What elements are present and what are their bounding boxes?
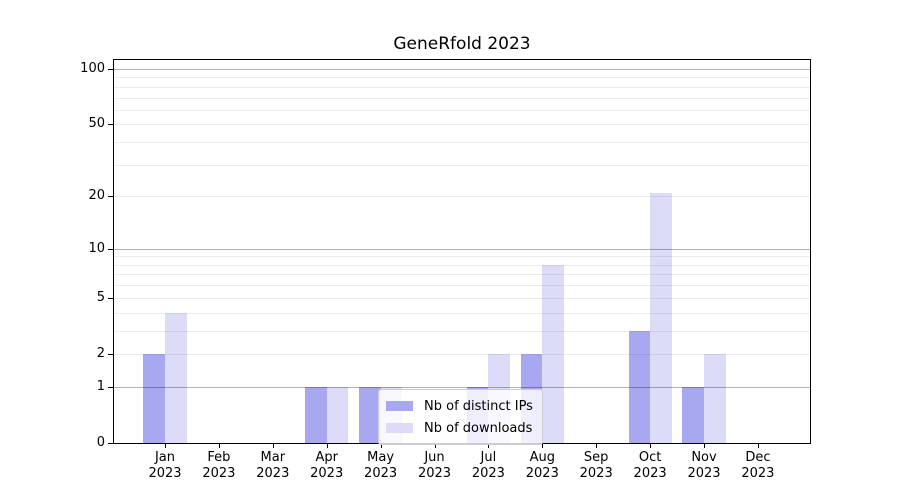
- legend-item-distinct-ips: Nb of distinct IPs: [386, 395, 533, 417]
- legend-label-downloads: Nb of downloads: [424, 420, 533, 436]
- legend-item-downloads: Nb of downloads: [386, 417, 533, 439]
- y-tick-0: [108, 443, 113, 444]
- bar-apr-distinct-ips: [305, 386, 327, 443]
- x-tick-oct: [650, 444, 652, 448]
- y-tick-50: [108, 124, 113, 126]
- gridline-60: [113, 109, 811, 111]
- right-spine: [810, 59, 811, 444]
- legend-label-distinct-ips: Nb of distinct IPs: [424, 398, 533, 414]
- x-tick-nov: [704, 444, 705, 448]
- x-tick-label-nov: Nov 2023: [687, 450, 721, 481]
- x-tick-label-aug: Aug 2023: [525, 450, 559, 481]
- gridline-80: [113, 86, 811, 88]
- gridline-4: [113, 312, 811, 314]
- x-tick-label-feb: Feb 2023: [202, 450, 236, 481]
- x-tick-label-jul: Jul 2023: [471, 450, 505, 481]
- gridline-8: [113, 264, 811, 266]
- gridline-3: [113, 330, 811, 332]
- x-tick-aug: [542, 444, 544, 448]
- gridline-40: [113, 142, 811, 144]
- chart-title: GeneRfold 2023: [393, 34, 531, 54]
- plot-area: Nb of distinct IPs Nb of downloads: [113, 59, 811, 445]
- x-tick-label-apr: Apr 2023: [310, 450, 344, 481]
- gridline-100: [113, 69, 811, 70]
- y-tick-label-5: 5: [96, 289, 105, 305]
- bar-apr-downloads: [326, 386, 349, 443]
- y-tick-2: [108, 353, 113, 355]
- top-spine: [113, 59, 811, 60]
- y-tick-label-2: 2: [96, 345, 105, 361]
- gridline-20: [113, 196, 811, 198]
- x-tick-dec: [757, 444, 759, 448]
- x-tick-label-dec: Dec 2023: [741, 450, 775, 481]
- x-tick-may: [380, 444, 382, 448]
- gridline-1: [113, 386, 811, 388]
- y-tick-label-20: 20: [88, 188, 105, 204]
- x-tick-label-sep: Sep 2023: [579, 450, 613, 481]
- x-tick-apr: [326, 444, 328, 448]
- gridline-10: [113, 248, 811, 250]
- bar-jan-distinct-ips: [143, 353, 165, 443]
- legend: Nb of distinct IPs Nb of downloads: [378, 389, 543, 445]
- x-tick-label-oct: Oct 2023: [633, 450, 667, 481]
- gridline-6: [113, 285, 811, 287]
- bar-nov-distinct-ips: [682, 386, 704, 443]
- gridline-5: [113, 297, 811, 299]
- legend-swatch-downloads: [386, 423, 413, 433]
- y-tick-1: [108, 386, 113, 388]
- y-tick-label-10: 10: [88, 240, 105, 256]
- x-tick-sep: [596, 444, 598, 448]
- x-tick-feb: [218, 444, 220, 448]
- x-tick-jul: [488, 444, 490, 448]
- gridline-50: [113, 124, 811, 126]
- grid-layer: [113, 59, 811, 444]
- gridline-30: [113, 164, 811, 166]
- x-tick-label-jan: Jan 2023: [148, 450, 182, 481]
- x-tick-label-jun: Jun 2023: [417, 450, 452, 481]
- y-tick-100: [108, 69, 113, 70]
- gridline-2: [113, 353, 811, 355]
- bar-jan-downloads: [165, 312, 187, 443]
- y-axis-spine: [113, 59, 114, 444]
- bar-may-distinct-ips: [359, 386, 381, 443]
- y-tick-label-0: 0: [96, 435, 105, 450]
- bar-aug-downloads: [542, 264, 564, 443]
- x-tick-mar: [272, 444, 274, 448]
- legend-swatch-distinct-ips: [386, 401, 413, 411]
- y-tick-label-100: 100: [80, 61, 105, 76]
- bar-nov-downloads: [704, 353, 726, 443]
- x-tick-label-mar: Mar 2023: [256, 450, 290, 481]
- y-tick-label-50: 50: [88, 116, 105, 132]
- gridline-7: [113, 274, 811, 276]
- y-tick-10: [108, 248, 113, 250]
- y-tick-label-1: 1: [96, 378, 105, 394]
- bar-oct-downloads: [650, 192, 672, 443]
- y-tick-20: [108, 196, 113, 198]
- gridline-90: [113, 77, 811, 79]
- y-tick-5: [108, 297, 113, 299]
- x-tick-jun: [434, 444, 436, 448]
- gridline-9: [113, 256, 811, 258]
- x-tick-jan: [165, 444, 166, 448]
- bar-oct-distinct-ips: [628, 330, 651, 443]
- gridline-70: [113, 97, 811, 99]
- x-tick-label-may: May 2023: [364, 450, 398, 481]
